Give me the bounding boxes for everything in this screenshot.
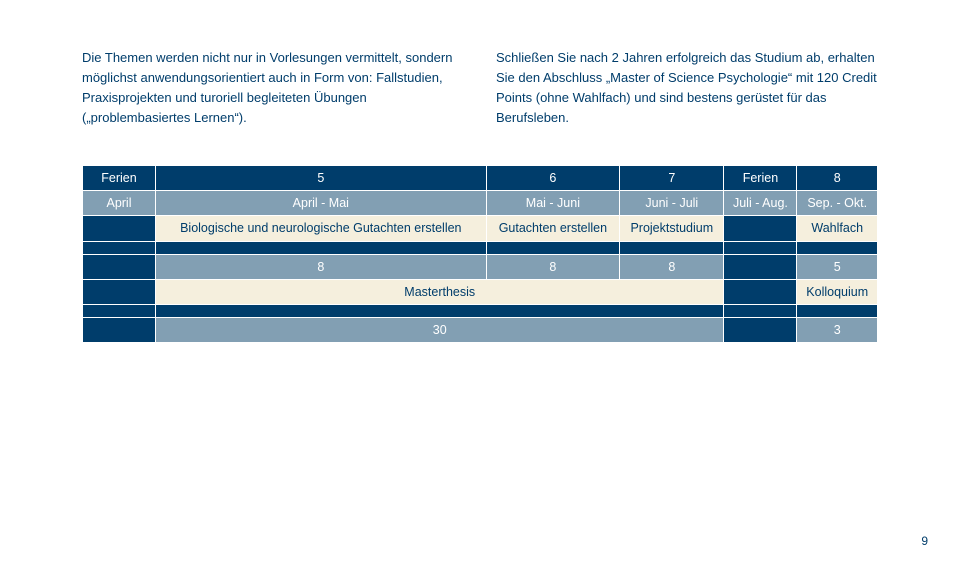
intro-paragraph-right: Schließen Sie nach 2 Jahren erfolgreich … <box>496 48 878 129</box>
cell-ferien-1: Ferien <box>83 166 155 190</box>
cell-cp1-5: 5 <box>797 255 877 279</box>
cell-kolloquium: Kolloquium <box>797 280 877 304</box>
cell-mod-1: Biologische und neurologische Gutachten … <box>156 216 486 242</box>
cell-mod-blank-4 <box>724 216 796 242</box>
cell-sem-6: 6 <box>487 166 620 190</box>
table-row-semesters: Ferien 5 6 7 Ferien 8 <box>83 166 877 190</box>
cell-month-4: Juli - Aug. <box>724 191 796 215</box>
page-number: 9 <box>921 534 928 548</box>
cell-thesis-blank-0 <box>83 280 155 304</box>
cell-mod-2: Gutachten erstellen <box>487 216 620 242</box>
cell-sem-5: 5 <box>156 166 486 190</box>
cell-mod-3: Projektstudium <box>620 216 723 242</box>
cell-cp1-3: 8 <box>620 255 723 279</box>
cell-cp2-blank-0 <box>83 318 155 342</box>
cell-cp1-blank-0 <box>83 255 155 279</box>
table-row-months: April April - Mai Mai - Juni Juni - Juli… <box>83 191 877 215</box>
table-row-thesis: Masterthesis Kolloquium <box>83 280 877 304</box>
intro-text-columns: Die Themen werden nicht nur in Vorlesung… <box>82 48 878 129</box>
cell-thesis-blank-4 <box>724 280 796 304</box>
cell-month-3: Juni - Juli <box>620 191 723 215</box>
cell-ferien-2: Ferien <box>724 166 796 190</box>
cell-masterthesis: Masterthesis <box>156 280 723 304</box>
cell-sem-8: 8 <box>797 166 877 190</box>
cell-cp1-blank-4 <box>724 255 796 279</box>
cell-month-0: April <box>83 191 155 215</box>
cell-mod-5: Wahlfach <box>797 216 877 242</box>
table-row-modules: Biologische und neurologische Gutachten … <box>83 216 877 242</box>
cell-cp1-2: 8 <box>487 255 620 279</box>
cell-month-2: Mai - Juni <box>487 191 620 215</box>
cell-cp2-3: 3 <box>797 318 877 342</box>
cell-sem-7: 7 <box>620 166 723 190</box>
intro-paragraph-left: Die Themen werden nicht nur in Vorlesung… <box>82 48 464 129</box>
table-row-credits-1: 8 8 8 5 <box>83 255 877 279</box>
cell-cp2-blank-4 <box>724 318 796 342</box>
cell-cp2-30: 30 <box>156 318 723 342</box>
table-row-sep-1 <box>83 242 877 254</box>
schedule-table: Ferien 5 6 7 Ferien 8 April April - Mai … <box>82 165 878 344</box>
cell-cp1-1: 8 <box>156 255 486 279</box>
cell-month-5: Sep. - Okt. <box>797 191 877 215</box>
table-row-sep-2 <box>83 305 877 317</box>
cell-month-1: April - Mai <box>156 191 486 215</box>
table-row-credits-2: 30 3 <box>83 318 877 342</box>
cell-mod-blank-0 <box>83 216 155 242</box>
